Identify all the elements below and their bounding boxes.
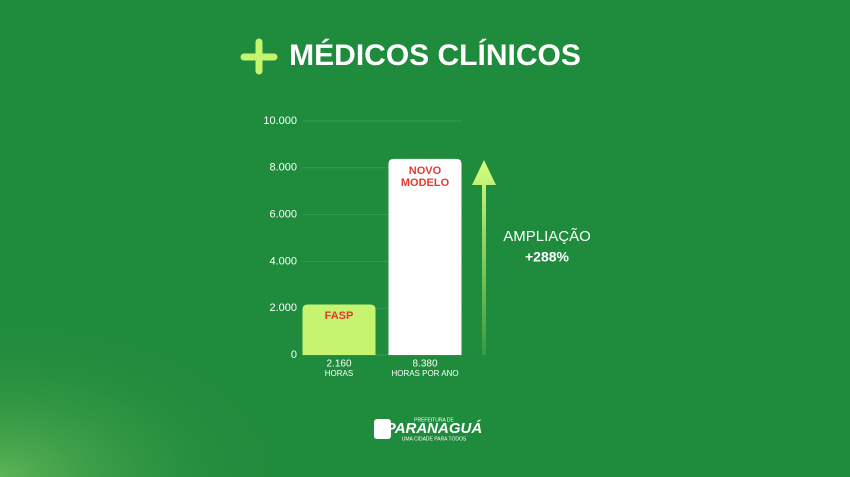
y-tick-label: 2.000	[269, 302, 297, 314]
category-label: FASP	[324, 310, 354, 323]
unit-label: HORAS POR ANO	[391, 369, 458, 378]
annotation-text: AMPLIAÇÃO	[503, 228, 591, 245]
bar	[388, 158, 462, 355]
logo: PREFEITURA DE PARANAGUÁ UMA CIDADE PARA …	[374, 417, 482, 442]
value-label: 2.160	[326, 359, 351, 370]
annotation-highlight: +288%	[525, 249, 570, 265]
value-label: 8.380	[412, 359, 437, 370]
y-tick-label: 6.000	[269, 209, 297, 221]
y-tick-label: 8.000	[269, 162, 297, 174]
y-tick-label: 10.000	[263, 115, 297, 127]
y-tick-label: 4.000	[269, 255, 297, 267]
plus-icon	[240, 38, 278, 75]
logo-name: PARANAGUÁ	[386, 420, 482, 437]
logo-crest	[374, 419, 391, 439]
unit-label: HORAS	[325, 369, 353, 378]
y-tick-label: 0	[291, 349, 297, 361]
growth-arrow	[472, 160, 496, 355]
category-label: NOVO MODELO	[400, 164, 450, 189]
chart-title: MÉDICOS CLÍNICOS	[289, 38, 581, 72]
logo-top: PREFEITURA DE	[414, 417, 454, 423]
logo-tagline: UMA CIDADE PARA TODOS	[402, 436, 467, 442]
bar	[302, 304, 376, 355]
